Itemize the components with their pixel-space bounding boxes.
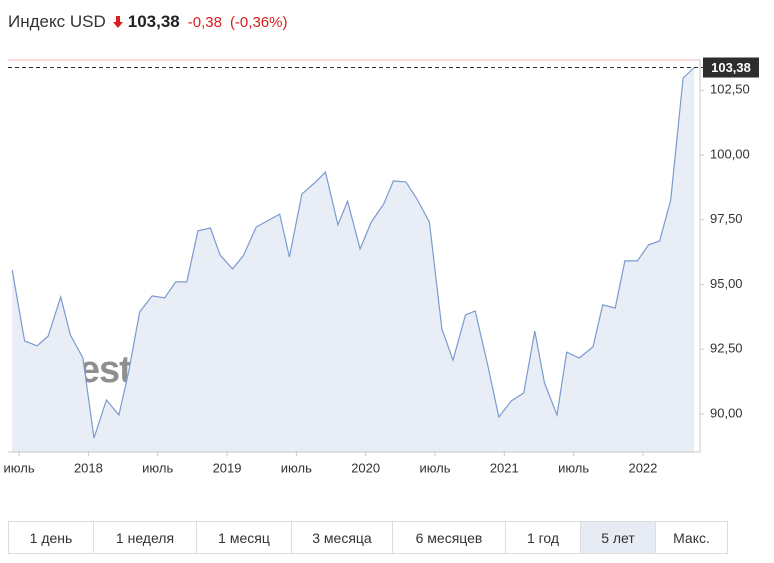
x-tick-label: июль <box>419 460 450 475</box>
period-button[interactable]: 5 лет <box>581 522 656 553</box>
y-tick-label: 95,00 <box>710 276 743 291</box>
period-button[interactable]: 1 неделя <box>94 522 197 553</box>
x-tick-label: 2021 <box>490 460 519 475</box>
x-tick-label: июль <box>142 460 173 475</box>
y-tick-label: 102,50 <box>710 82 750 97</box>
x-tick-label: ию <box>704 460 721 475</box>
chart: Investing.com 90,0092,5095,0097,50100,00… <box>4 57 759 475</box>
period-button[interactable]: 1 месяц <box>197 522 292 553</box>
title: Индекс USD <box>8 12 106 31</box>
change: -0,38 <box>187 13 222 31</box>
period-button[interactable]: Макс. <box>673 529 710 546</box>
period-button[interactable]: 1 день <box>9 522 94 553</box>
period-button[interactable]: 3 месяца <box>292 522 393 553</box>
x-tick-label: 2019 <box>213 460 242 475</box>
last-price-label: 103,38 <box>711 60 751 75</box>
x-tick-label: июль <box>4 460 35 475</box>
change-pct: (-0,36%) <box>229 13 288 31</box>
y-tick-label: 90,00 <box>710 405 743 420</box>
line <box>11 67 695 439</box>
x-tick-label: 2022 <box>628 460 657 475</box>
period-button[interactable]: 6 месяцев <box>393 522 506 553</box>
x-tick-label: 2020 <box>351 460 380 475</box>
y-tick-label: 97,50 <box>710 211 743 226</box>
area <box>12 67 695 452</box>
price: 103,38 <box>127 12 180 31</box>
x-tick-label: июль <box>558 460 589 475</box>
y-tick-label: 100,00 <box>710 146 750 161</box>
last-price-box <box>703 57 759 78</box>
x-tick-label: июль <box>281 460 312 475</box>
header: Индекс USD 103,38 -0,38 (-0,36%) <box>8 12 287 32</box>
period-button[interactable]: 1 год <box>506 522 581 553</box>
period-selector: 1 день 1 неделя 1 месяц 3 месяца 6 месяцев 1 … <box>8 521 728 554</box>
down-arrow <box>112 16 123 28</box>
x-tick-label: 2018 <box>74 460 103 475</box>
y-tick-label: 92,50 <box>710 341 743 356</box>
x-ticks: июль 2018 июль 2019 июль 2020 июль 2021 июль 2022… <box>4 452 721 475</box>
